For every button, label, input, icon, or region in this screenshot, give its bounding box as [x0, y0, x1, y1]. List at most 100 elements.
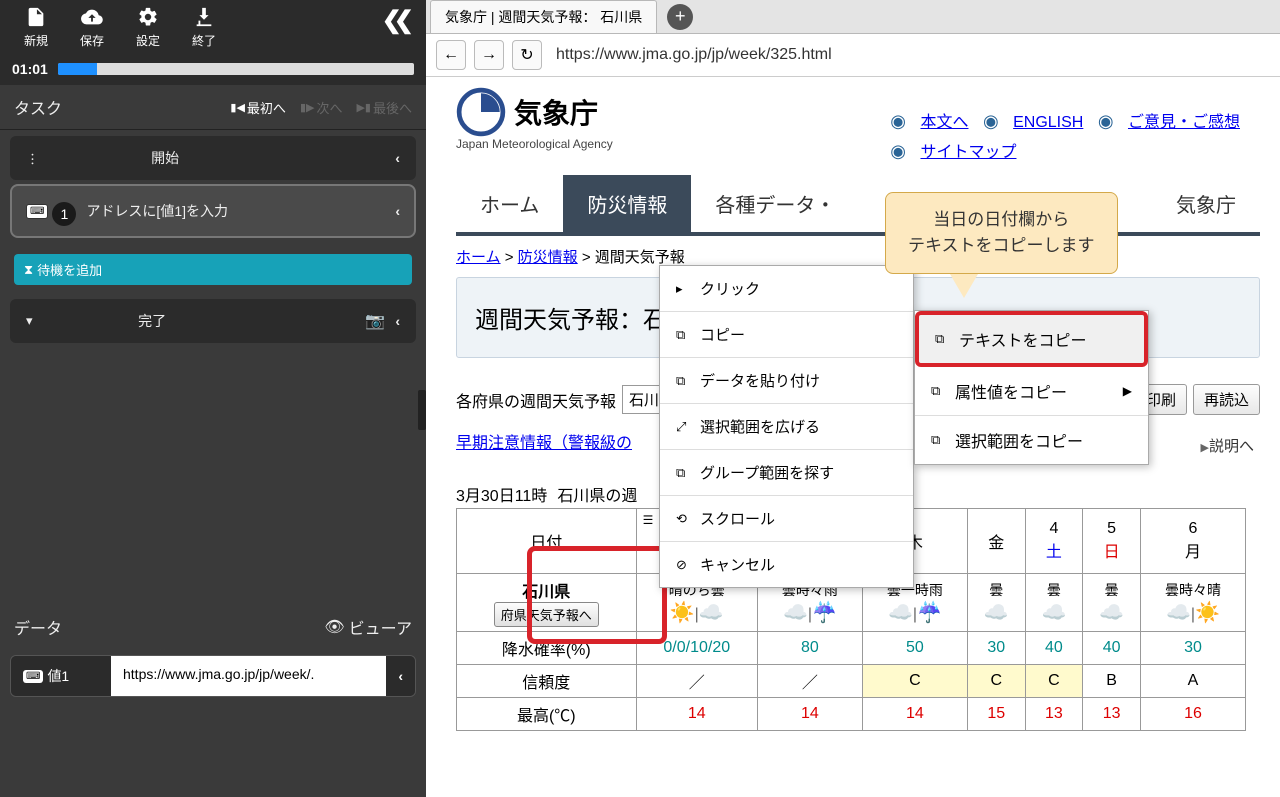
ctx-sub-item[interactable]: ⧉テキストをコピー: [915, 311, 1148, 367]
browser-tab[interactable]: 気象庁 | 週間天気予報： 石川県: [430, 0, 657, 33]
jma-header: 気象庁 Japan Meteorological Agency ◉ 本文へ ◉ …: [456, 87, 1260, 167]
task-step-1[interactable]: ⌨ 1 アドレスに[値1]を入力 ‹: [10, 184, 416, 238]
new-label: 新規: [24, 32, 48, 49]
crumb-bosai[interactable]: 防災情報: [518, 249, 578, 266]
nav-next[interactable]: ▮▶次へ: [300, 98, 343, 117]
data-row-1[interactable]: ⌨ 値1 https://www.jma.go.jp/jp/week/. ‹: [10, 655, 416, 697]
chevron-left-icon[interactable]: ‹: [386, 656, 415, 696]
new-tab-button[interactable]: +: [667, 4, 693, 30]
jma-subtitle: Japan Meteorological Agency: [456, 137, 613, 151]
task-title: タスク: [14, 95, 62, 119]
complete-label: 完了: [138, 311, 166, 331]
ctx-item[interactable]: ▸クリック: [660, 266, 913, 312]
reliability-cell: B: [1083, 665, 1141, 698]
reliability-cell: ／: [636, 665, 757, 698]
forward-button[interactable]: →: [474, 40, 504, 70]
panel-caption: 石川県の週: [557, 482, 637, 506]
step-number: 1: [52, 202, 76, 226]
weather-cell: 曇☁️: [967, 574, 1025, 632]
url-text[interactable]: https://www.jma.go.jp/jp/week/325.html: [550, 46, 832, 64]
start-step[interactable]: ︙ 開始 ‹: [10, 136, 416, 180]
nav-home[interactable]: ホーム: [456, 175, 563, 232]
nav-last[interactable]: ▶▮最後へ: [356, 98, 412, 117]
ctx-item[interactable]: ⟲スクロール: [660, 496, 913, 542]
precip-cell: 40: [1083, 632, 1141, 665]
ctx-icon: ⧉: [676, 373, 692, 389]
nav-first[interactable]: ▮◀最初へ: [230, 98, 286, 117]
reload-button[interactable]: ↻: [512, 40, 542, 70]
browser-panel: 気象庁 | 週間天気予報： 石川県 + ← → ↻ https://www.jm…: [426, 0, 1280, 797]
reliability-cell: C: [862, 665, 967, 698]
date-cell: 6月: [1140, 509, 1245, 574]
progress-fill: [58, 63, 97, 75]
jma-logo-icon: [456, 87, 506, 137]
context-menu: ▸クリック⧉コピー⧉データを貼り付け⤢選択範囲を広げる⧉グループ範囲を探す⟲スク…: [659, 265, 914, 588]
header-links: ◉ 本文へ ◉ ENGLISH ◉ ご意見・ご感想 ◉ サイトマップ: [890, 107, 1260, 167]
copy-icon: ⧉: [931, 432, 947, 448]
link-english[interactable]: ENGLISH: [1013, 114, 1083, 131]
ctx-item[interactable]: ⧉グループ範囲を探す: [660, 450, 913, 496]
eye-icon: 👁: [324, 617, 344, 637]
reliability-cell: ／: [757, 665, 862, 698]
settings-button[interactable]: 設定: [120, 6, 176, 49]
steps-container: ︙ 開始 ‹ ⌨ 1 アドレスに[値1]を入力 ‹: [0, 130, 426, 244]
maxtemp-header: 最高(℃): [457, 698, 637, 731]
ctx-item[interactable]: ⧉データを貼り付け: [660, 358, 913, 404]
ctx-icon: ▸: [676, 281, 692, 297]
nav-agency[interactable]: 気象庁: [1152, 175, 1260, 232]
precip-cell: 40: [1025, 632, 1083, 665]
save-button[interactable]: 保存: [64, 6, 120, 49]
maxtemp-cell: 14: [862, 698, 967, 731]
top-toolbar: 新規 保存 設定 終了 ❮❮: [0, 0, 426, 57]
ctx-sub-item[interactable]: ⧉属性値をコピー▶: [915, 367, 1148, 416]
link-feedback[interactable]: ご意見・ご感想: [1128, 114, 1240, 131]
nav-bosai[interactable]: 防災情報: [563, 175, 691, 232]
wait-label: 待機を追加: [37, 260, 102, 279]
link-sitemap[interactable]: サイトマップ: [920, 144, 1016, 161]
nav-data[interactable]: 各種データ・: [691, 175, 859, 232]
ctx-icon: ⤢: [676, 419, 692, 435]
timer-value: 01:01: [12, 61, 48, 77]
maxtemp-cell: 13: [1083, 698, 1141, 731]
collapse-sidebar-icon[interactable]: ❮❮: [382, 6, 418, 35]
reload-page-button[interactable]: 再読込: [1193, 384, 1260, 415]
weather-cell: 曇☁️: [1083, 574, 1141, 632]
precip-cell: 50: [862, 632, 967, 665]
chevron-left-icon: ‹: [395, 203, 400, 219]
link-honbun[interactable]: 本文へ: [920, 114, 968, 131]
data-header: データ 👁 ビューア: [0, 605, 426, 649]
add-wait-button[interactable]: ⧗ 待機を追加: [14, 254, 412, 285]
reliability-cell: C: [967, 665, 1025, 698]
viewer-label[interactable]: ビューア: [349, 615, 412, 639]
ctx-item[interactable]: ⧉コピー: [660, 312, 913, 358]
bullet-icon: ◉: [890, 111, 906, 131]
maxtemp-cell: 14: [757, 698, 862, 731]
early-warning-link[interactable]: 早期注意情報（警報級の: [456, 435, 632, 452]
ctx-icon: ⧉: [676, 327, 692, 343]
callout-line1: 当日の日付欄から: [908, 207, 1095, 233]
crumb-home[interactable]: ホーム: [456, 249, 501, 266]
camera-icon[interactable]: 📷: [365, 311, 385, 331]
reliability-header: 信頼度: [457, 665, 637, 698]
maxtemp-cell: 14: [636, 698, 757, 731]
chevron-left-icon: ‹: [395, 150, 400, 166]
ctx-icon: ⟲: [676, 511, 692, 527]
ctx-icon: ⧉: [676, 465, 692, 481]
reliability-cell: A: [1140, 665, 1245, 698]
progress-bar[interactable]: [58, 63, 414, 75]
panel-resize-handle[interactable]: [418, 390, 426, 430]
ctx-item[interactable]: ⊘キャンセル: [660, 542, 913, 587]
complete-step[interactable]: ▾ 完了 📷 ‹: [10, 299, 416, 343]
address-bar: ← → ↻ https://www.jma.go.jp/jp/week/325.…: [426, 34, 1280, 77]
issue-time: 3月30日11時: [456, 482, 547, 506]
start-label: 開始: [151, 148, 179, 168]
new-button[interactable]: 新規: [8, 6, 64, 49]
date-cell: 4土: [1025, 509, 1083, 574]
flag-icon: ▾: [26, 313, 33, 329]
weather-cell: 曇☁️: [1025, 574, 1083, 632]
maxtemp-cell: 16: [1140, 698, 1245, 731]
ctx-sub-item[interactable]: ⧉選択範囲をコピー: [915, 416, 1148, 464]
ctx-item[interactable]: ⤢選択範囲を広げる: [660, 404, 913, 450]
exit-button[interactable]: 終了: [176, 6, 232, 49]
back-button[interactable]: ←: [436, 40, 466, 70]
